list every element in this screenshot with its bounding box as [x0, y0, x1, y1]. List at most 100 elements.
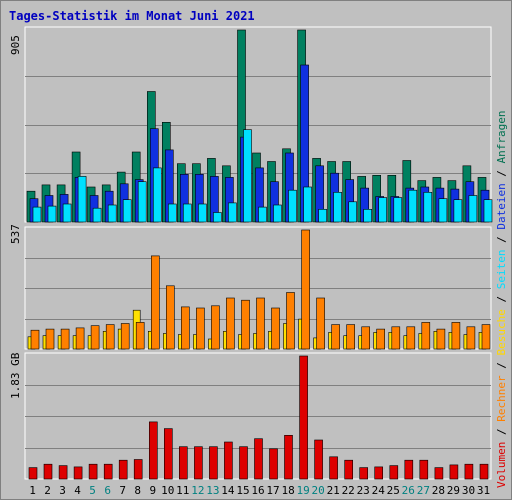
day-label-26: 26	[402, 484, 415, 497]
bar-volumen-day-1	[28, 467, 38, 480]
bar-volumen-day-23	[359, 467, 369, 480]
bar-volumen-day-11	[179, 446, 188, 480]
day-label-22: 22	[342, 484, 355, 497]
bar-volumen-day-28	[434, 467, 444, 480]
bar-rechner-day-8	[135, 322, 145, 350]
day-label-13: 13	[206, 484, 219, 497]
bar-seiten-day-12	[198, 203, 207, 223]
bar-rechner-day-9	[151, 255, 160, 350]
bar-rechner-day-2	[45, 328, 55, 350]
legend-item-volumen: Volumen	[495, 441, 508, 488]
bar-volumen-day-22	[344, 459, 354, 480]
day-label-31: 31	[477, 484, 490, 497]
bar-rechner-day-19	[301, 229, 310, 350]
bar-seiten-day-23	[363, 209, 373, 223]
bar-rechner-day-15	[241, 299, 250, 350]
day-label-21: 21	[327, 484, 340, 497]
bar-rechner-day-29	[451, 322, 461, 350]
bar-volumen-day-8	[133, 459, 143, 480]
legend-separator: /	[495, 289, 508, 310]
day-label-23: 23	[357, 484, 370, 497]
bar-rechner-day-26	[406, 326, 416, 350]
bar-seiten-day-18	[288, 189, 297, 223]
bar-seiten-day-21	[333, 192, 342, 223]
day-label-4: 4	[74, 484, 81, 497]
bar-volumen-day-9	[149, 421, 158, 480]
bar-rechner-day-22	[346, 324, 356, 350]
legend-separator: /	[495, 229, 508, 250]
legend-separator: /	[495, 163, 508, 184]
bar-rechner-day-14	[226, 297, 235, 350]
bar-volumen-day-26	[404, 459, 414, 480]
bar-seiten-day-30	[468, 195, 478, 223]
bar-rechner-day-17	[271, 307, 280, 350]
bar-seiten-day-26	[408, 189, 418, 223]
bar-volumen-day-18	[284, 434, 293, 480]
middle-ymax-label: 537	[9, 224, 22, 244]
bar-rechner-day-20	[316, 297, 325, 350]
bar-volumen-day-10	[164, 428, 173, 480]
bar-rechner-day-7	[120, 323, 130, 350]
day-label-29: 29	[447, 484, 460, 497]
day-label-7: 7	[119, 484, 126, 497]
bar-seiten-day-27	[423, 192, 433, 223]
bar-volumen-day-21	[329, 456, 338, 480]
bar-rechner-day-27	[421, 322, 431, 350]
bar-volumen-day-20	[314, 439, 323, 480]
legend-item-seiten: Seiten	[495, 249, 508, 290]
bar-seiten-day-20	[318, 209, 327, 223]
bar-volumen-day-13	[209, 446, 218, 480]
day-label-16: 16	[251, 484, 264, 497]
day-label-1: 1	[29, 484, 36, 497]
day-label-10: 10	[161, 484, 174, 497]
bar-rechner-day-5	[90, 325, 100, 350]
bar-volumen-day-5	[88, 463, 98, 480]
bar-seiten-day-1	[32, 206, 42, 223]
legend-item-rechner: Rechner	[495, 375, 508, 422]
day-label-3: 3	[59, 484, 66, 497]
bar-seiten-day-28	[438, 198, 448, 223]
bar-seiten-day-4	[77, 176, 87, 223]
bar-volumen-day-19	[299, 355, 308, 480]
bar-rechner-day-25	[391, 326, 401, 350]
bar-seiten-day-11	[183, 203, 192, 223]
bar-seiten-day-14	[228, 202, 237, 223]
bar-seiten-day-8	[137, 181, 147, 223]
bar-rechner-day-3	[60, 328, 70, 350]
day-label-28: 28	[432, 484, 445, 497]
bar-seiten-day-10	[168, 203, 177, 223]
bar-rechner-day-12	[196, 307, 205, 350]
bar-volumen-day-14	[224, 441, 233, 480]
bar-seiten-day-31	[483, 199, 493, 223]
bar-seiten-day-17	[273, 204, 282, 223]
bottom-ymax-label: 1.83 GB	[9, 352, 22, 399]
bar-seiten-day-19	[303, 186, 312, 223]
bar-seiten-day-3	[62, 203, 72, 223]
day-label-25: 25	[387, 484, 400, 497]
bar-volumen-day-4	[73, 466, 83, 480]
bar-volumen-day-3	[58, 465, 68, 480]
day-label-5: 5	[89, 484, 96, 497]
day-label-11: 11	[176, 484, 189, 497]
bar-seiten-day-6	[107, 204, 117, 223]
bar-rechner-day-24	[376, 328, 386, 350]
day-label-9: 9	[149, 484, 156, 497]
bar-seiten-day-25	[393, 197, 403, 223]
bar-rechner-day-23	[361, 326, 371, 350]
bar-volumen-day-27	[419, 459, 429, 480]
bar-volumen-day-24	[374, 466, 384, 480]
bar-rechner-day-10	[166, 285, 175, 350]
bar-seiten-day-13	[213, 212, 222, 223]
bar-seiten-day-15	[243, 129, 252, 223]
bar-rechner-day-6	[105, 324, 115, 350]
legend-item-dateien: Dateien	[495, 183, 508, 230]
bar-volumen-day-12	[194, 446, 203, 480]
bar-rechner-day-4	[75, 327, 85, 350]
bar-volumen-day-17	[269, 448, 278, 480]
day-label-18: 18	[281, 484, 294, 497]
day-label-17: 17	[266, 484, 279, 497]
day-label-14: 14	[221, 484, 235, 497]
bar-rechner-day-31	[481, 324, 491, 350]
bar-seiten-day-24	[378, 197, 388, 223]
